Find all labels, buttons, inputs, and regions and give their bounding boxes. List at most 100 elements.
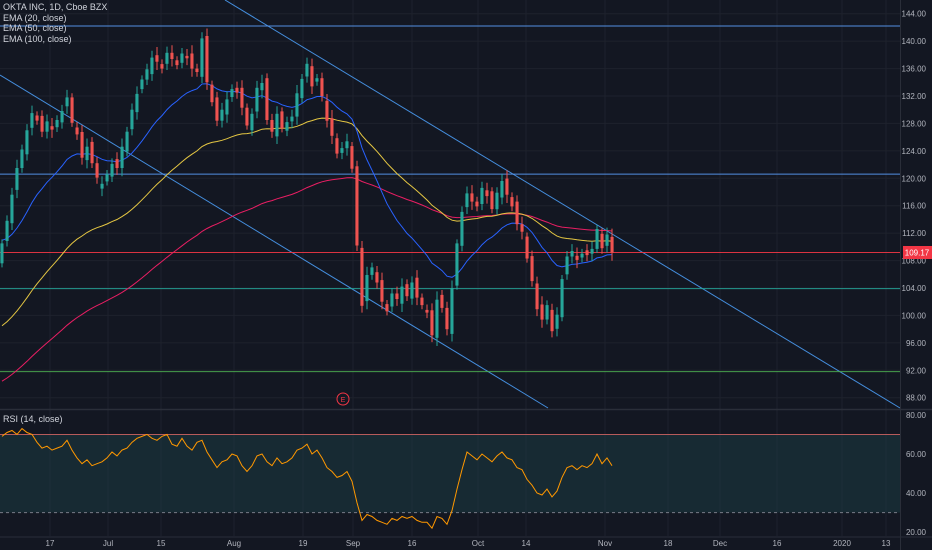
candle-body xyxy=(495,192,499,210)
candle-body xyxy=(145,69,149,80)
candle-body xyxy=(75,127,79,135)
ema20-line xyxy=(1,83,613,278)
candle-body xyxy=(320,78,324,96)
candle-body xyxy=(295,93,299,117)
candle-body xyxy=(335,138,339,154)
candle-body xyxy=(610,236,614,253)
time-tick-label: Dec xyxy=(713,539,727,548)
candle-body xyxy=(135,93,139,113)
ema100-legend: EMA (100, close) xyxy=(3,33,72,44)
candle-body xyxy=(50,126,54,130)
time-tick-label: 2020 xyxy=(833,539,851,548)
time-tick-label: Oct xyxy=(472,539,485,548)
candle-body xyxy=(85,146,89,161)
candle-body xyxy=(450,288,454,334)
trend-channel-lines xyxy=(0,0,901,409)
candle-body xyxy=(310,66,314,87)
candle-body xyxy=(540,304,544,320)
last-price-label: 109.17 xyxy=(905,249,930,258)
candle-body xyxy=(520,224,524,232)
candle-body xyxy=(600,233,604,249)
candle-body xyxy=(25,130,29,155)
candle-body xyxy=(110,163,114,177)
candle-body xyxy=(405,284,409,297)
candle-body xyxy=(245,107,249,126)
candle-body xyxy=(215,97,219,121)
candle-body xyxy=(490,191,494,210)
candle-body xyxy=(270,120,274,132)
time-tick-label: 17 xyxy=(46,539,55,548)
candle-body xyxy=(305,63,309,77)
channel-lower-line xyxy=(0,74,549,409)
candle-body xyxy=(465,193,469,208)
candle-body xyxy=(15,168,19,190)
time-tick-label: Nov xyxy=(598,539,612,548)
candle-body xyxy=(125,131,129,152)
candle-body xyxy=(285,122,289,131)
candle-body xyxy=(455,243,459,286)
rsi-legend: RSI (14, close) xyxy=(3,414,63,424)
candle-body xyxy=(300,78,304,99)
candle-body xyxy=(585,250,589,256)
candle-body xyxy=(360,247,364,306)
candle-body xyxy=(205,36,209,83)
symbol-title: OKTA INC, 1D, Cboe BZX xyxy=(3,2,108,12)
candle-body xyxy=(365,275,369,302)
rsi-band xyxy=(0,434,900,513)
price-tick-label: 108.00 xyxy=(902,257,927,266)
rsi-pane xyxy=(0,427,900,530)
candle-body xyxy=(415,277,419,298)
candle-body xyxy=(340,148,344,153)
candle-body xyxy=(525,236,529,259)
candle-body xyxy=(380,280,384,302)
ema50-legend: EMA (50, close) xyxy=(3,23,67,33)
candle-body xyxy=(500,181,504,198)
candle-body xyxy=(410,282,414,299)
candle-body xyxy=(10,194,14,224)
price-tick-label: 116.00 xyxy=(902,202,926,211)
candle-body xyxy=(580,253,584,258)
candle-body xyxy=(345,141,349,149)
price-tick-label: 124.00 xyxy=(902,147,927,156)
candle-body xyxy=(165,52,169,64)
candle-body xyxy=(105,174,109,182)
candle-body xyxy=(180,53,184,63)
candle-body xyxy=(250,113,254,131)
candle-body xyxy=(400,286,404,304)
price-tick-label: 100.00 xyxy=(902,311,927,320)
candle-body xyxy=(530,256,534,282)
time-tick-label: 19 xyxy=(299,539,308,548)
candle-body xyxy=(65,97,69,107)
time-tick-label: 15 xyxy=(157,539,166,548)
price-tick-label: 120.00 xyxy=(902,174,927,183)
channel-upper-line xyxy=(224,0,901,409)
candle-body xyxy=(435,299,439,338)
earnings-marker[interactable]: E xyxy=(336,392,350,406)
rsi-tick-label: 20.00 xyxy=(906,528,927,537)
time-tick-label: 16 xyxy=(773,539,782,548)
candle-body xyxy=(230,89,234,97)
candle-body xyxy=(130,109,134,130)
candle-body xyxy=(570,251,574,257)
price-tick-label: 92.00 xyxy=(906,366,927,375)
candle-body xyxy=(575,255,579,260)
candle-body xyxy=(155,55,159,62)
candle-body xyxy=(35,115,39,121)
candle-body xyxy=(355,166,359,246)
candle-body xyxy=(430,310,434,336)
candle-body xyxy=(385,304,389,312)
candle-body xyxy=(595,229,599,249)
candle-body xyxy=(485,190,489,197)
candle-body xyxy=(55,120,59,128)
candle-body xyxy=(170,52,174,59)
candle-body xyxy=(390,293,394,307)
price-tick-label: 128.00 xyxy=(902,119,927,128)
horizontal-levels xyxy=(0,25,900,373)
candle-body xyxy=(70,97,74,123)
candles xyxy=(0,28,614,346)
candle-body xyxy=(190,53,194,69)
candle-body xyxy=(370,267,374,275)
candle-body xyxy=(330,118,334,136)
